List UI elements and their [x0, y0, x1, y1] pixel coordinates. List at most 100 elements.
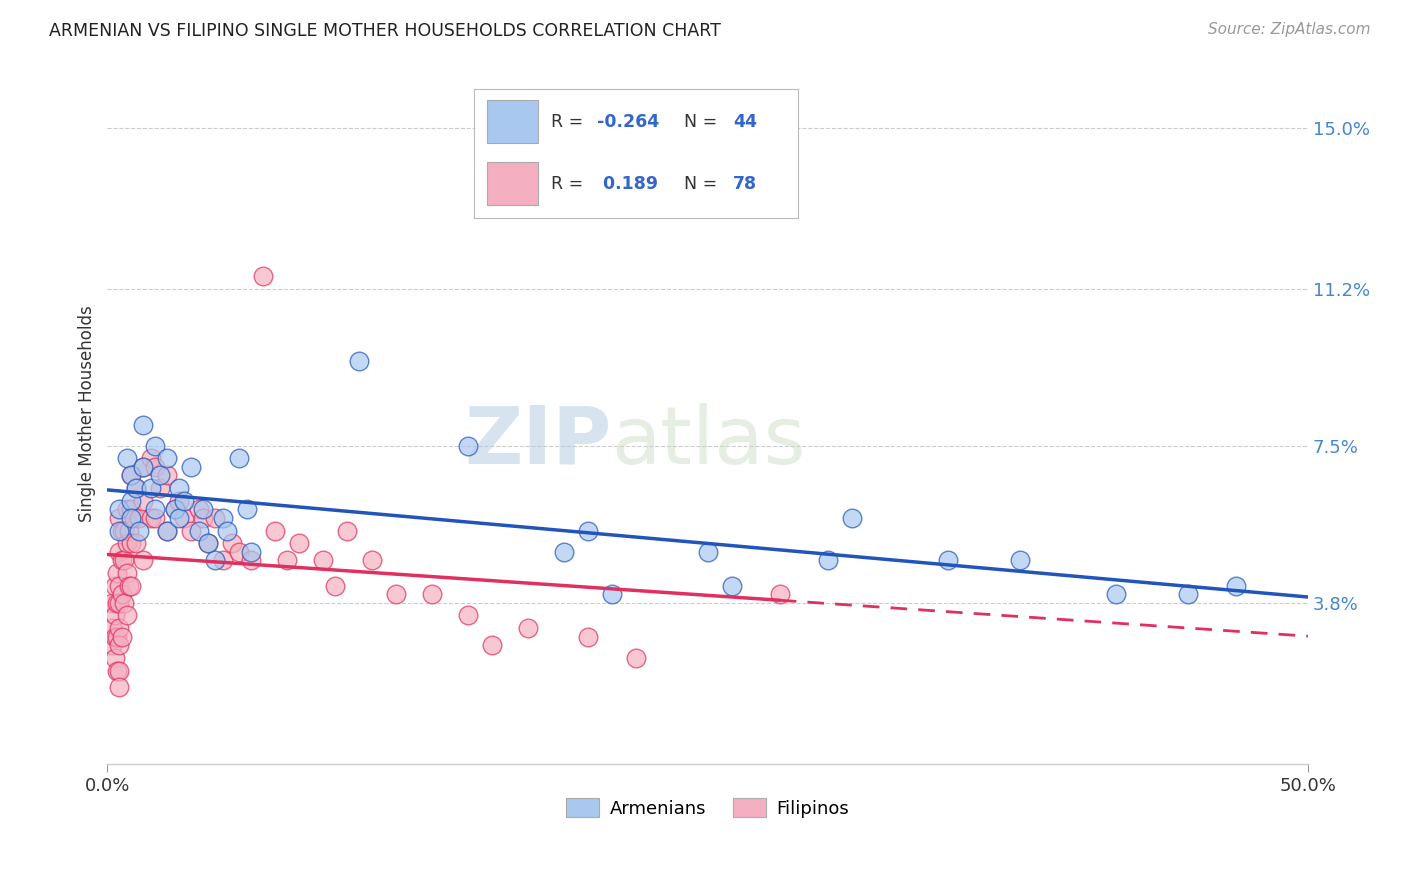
Point	[1177, 587, 1199, 601]
Point	[481, 638, 503, 652]
Point	[108, 502, 131, 516]
Point	[720, 579, 742, 593]
Point	[325, 579, 347, 593]
Point	[149, 481, 172, 495]
Point	[145, 439, 167, 453]
Point	[103, 630, 125, 644]
Point	[108, 524, 131, 538]
Point	[103, 579, 125, 593]
Point	[349, 354, 371, 368]
Point	[1225, 579, 1247, 593]
Point	[108, 621, 131, 635]
Point	[193, 511, 215, 525]
Point	[118, 579, 141, 593]
Point	[111, 630, 134, 644]
Point	[1008, 553, 1031, 567]
Point	[120, 502, 142, 516]
Point	[240, 553, 263, 567]
Point	[187, 502, 209, 516]
Point	[156, 524, 179, 538]
Point	[360, 553, 382, 567]
Point	[132, 459, 155, 474]
Point	[128, 524, 150, 538]
Point	[264, 524, 287, 538]
Point	[576, 630, 599, 644]
Point	[516, 621, 538, 635]
Point	[103, 650, 125, 665]
Point	[118, 524, 141, 538]
Point	[197, 536, 219, 550]
Point	[696, 545, 718, 559]
Point	[156, 451, 179, 466]
Point	[120, 468, 142, 483]
Point	[221, 536, 243, 550]
Point	[128, 511, 150, 525]
Point	[105, 664, 128, 678]
Point	[240, 545, 263, 559]
Point	[132, 553, 155, 567]
Point	[105, 566, 128, 580]
Point	[115, 536, 138, 550]
Point	[101, 621, 124, 635]
Point	[108, 511, 131, 525]
Point	[145, 502, 167, 516]
Point	[111, 524, 134, 538]
Point	[180, 459, 202, 474]
Point	[420, 587, 443, 601]
Point	[193, 502, 215, 516]
Point	[139, 511, 162, 525]
Text: ZIP: ZIP	[464, 403, 612, 481]
Text: atlas: atlas	[612, 403, 806, 481]
Point	[132, 417, 155, 432]
Point	[112, 596, 135, 610]
Point	[336, 524, 359, 538]
Point	[112, 553, 135, 567]
Point	[120, 536, 142, 550]
Point	[111, 553, 134, 567]
Point	[187, 524, 209, 538]
Point	[139, 481, 162, 495]
Point	[553, 545, 575, 559]
Point	[111, 587, 134, 601]
Point	[139, 451, 162, 466]
Point	[120, 511, 142, 525]
Point	[288, 536, 311, 550]
Point	[252, 269, 274, 284]
Point	[112, 524, 135, 538]
Point	[235, 502, 257, 516]
Point	[122, 511, 145, 525]
Point	[163, 502, 186, 516]
Legend: Armenians, Filipinos: Armenians, Filipinos	[560, 791, 856, 825]
Point	[132, 494, 155, 508]
Point	[145, 511, 167, 525]
Point	[120, 579, 142, 593]
Point	[125, 536, 148, 550]
Point	[105, 630, 128, 644]
Point	[115, 502, 138, 516]
Point	[120, 494, 142, 508]
Point	[132, 459, 155, 474]
Point	[101, 596, 124, 610]
Point	[169, 481, 191, 495]
Point	[204, 553, 226, 567]
Point	[197, 536, 219, 550]
Point	[173, 511, 195, 525]
Point	[228, 545, 250, 559]
Point	[101, 638, 124, 652]
Text: Source: ZipAtlas.com: Source: ZipAtlas.com	[1208, 22, 1371, 37]
Point	[576, 524, 599, 538]
Point	[156, 468, 179, 483]
Point	[169, 494, 191, 508]
Point	[108, 545, 131, 559]
Point	[149, 468, 172, 483]
Point	[1105, 587, 1128, 601]
Point	[600, 587, 623, 601]
Point	[125, 481, 148, 495]
Y-axis label: Single Mother Households: Single Mother Households	[79, 306, 96, 523]
Point	[624, 650, 647, 665]
Point	[173, 494, 195, 508]
Point	[817, 553, 839, 567]
Point	[115, 566, 138, 580]
Point	[169, 511, 191, 525]
Point	[312, 553, 335, 567]
